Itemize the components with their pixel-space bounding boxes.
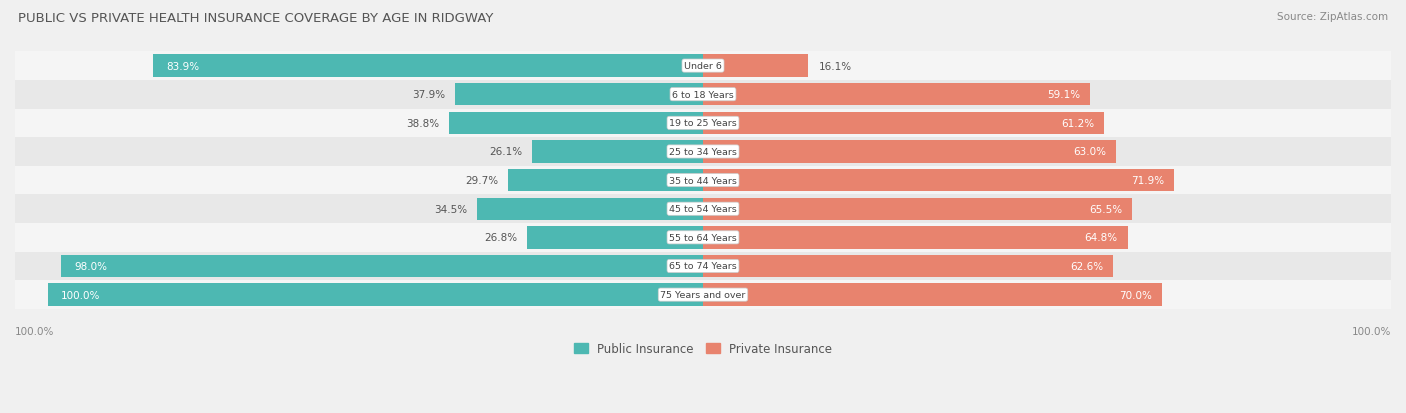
Text: 62.6%: 62.6% xyxy=(1070,261,1104,271)
Bar xyxy=(703,227,1128,249)
Bar xyxy=(703,141,1116,163)
Bar xyxy=(15,252,1391,280)
Text: 45 to 54 Years: 45 to 54 Years xyxy=(669,205,737,214)
Text: 75 Years and over: 75 Years and over xyxy=(661,290,745,299)
Bar xyxy=(15,195,1391,223)
Text: 70.0%: 70.0% xyxy=(1119,290,1152,300)
Text: 29.7%: 29.7% xyxy=(465,176,499,186)
Bar xyxy=(703,169,1174,192)
Bar xyxy=(15,166,1391,195)
Text: 83.9%: 83.9% xyxy=(166,62,200,71)
Text: 65.5%: 65.5% xyxy=(1090,204,1122,214)
Text: 59.1%: 59.1% xyxy=(1047,90,1080,100)
Bar xyxy=(60,255,703,278)
Bar xyxy=(477,198,703,221)
Bar xyxy=(703,255,1114,278)
Text: 64.8%: 64.8% xyxy=(1084,233,1118,243)
Text: 61.2%: 61.2% xyxy=(1062,119,1094,128)
Text: Under 6: Under 6 xyxy=(685,62,721,71)
Bar xyxy=(703,112,1104,135)
Bar xyxy=(703,198,1132,221)
Text: 35 to 44 Years: 35 to 44 Years xyxy=(669,176,737,185)
Text: Source: ZipAtlas.com: Source: ZipAtlas.com xyxy=(1277,12,1388,22)
Bar xyxy=(703,55,808,78)
Bar xyxy=(15,280,1391,309)
Legend: Public Insurance, Private Insurance: Public Insurance, Private Insurance xyxy=(569,337,837,360)
Text: 100.0%: 100.0% xyxy=(15,326,55,336)
Bar xyxy=(531,141,703,163)
Bar xyxy=(48,284,703,306)
Text: 71.9%: 71.9% xyxy=(1132,176,1164,186)
Text: 6 to 18 Years: 6 to 18 Years xyxy=(672,90,734,100)
Bar xyxy=(153,55,703,78)
Bar xyxy=(15,81,1391,109)
Text: 19 to 25 Years: 19 to 25 Years xyxy=(669,119,737,128)
Text: 63.0%: 63.0% xyxy=(1073,147,1107,157)
Text: 100.0%: 100.0% xyxy=(1351,326,1391,336)
Bar xyxy=(15,138,1391,166)
Text: 100.0%: 100.0% xyxy=(60,290,100,300)
Text: 25 to 34 Years: 25 to 34 Years xyxy=(669,147,737,157)
Bar xyxy=(509,169,703,192)
Text: 65 to 74 Years: 65 to 74 Years xyxy=(669,262,737,271)
Text: 98.0%: 98.0% xyxy=(75,261,107,271)
Bar xyxy=(703,84,1090,106)
Text: 26.8%: 26.8% xyxy=(485,233,517,243)
Text: 55 to 64 Years: 55 to 64 Years xyxy=(669,233,737,242)
Text: 34.5%: 34.5% xyxy=(434,204,467,214)
Bar xyxy=(15,109,1391,138)
Bar xyxy=(449,112,703,135)
Bar xyxy=(15,52,1391,81)
Bar xyxy=(15,223,1391,252)
Bar xyxy=(527,227,703,249)
Text: PUBLIC VS PRIVATE HEALTH INSURANCE COVERAGE BY AGE IN RIDGWAY: PUBLIC VS PRIVATE HEALTH INSURANCE COVER… xyxy=(18,12,494,25)
Bar xyxy=(703,284,1161,306)
Text: 16.1%: 16.1% xyxy=(818,62,852,71)
Bar xyxy=(454,84,703,106)
Text: 37.9%: 37.9% xyxy=(412,90,444,100)
Text: 26.1%: 26.1% xyxy=(489,147,522,157)
Text: 38.8%: 38.8% xyxy=(406,119,439,128)
